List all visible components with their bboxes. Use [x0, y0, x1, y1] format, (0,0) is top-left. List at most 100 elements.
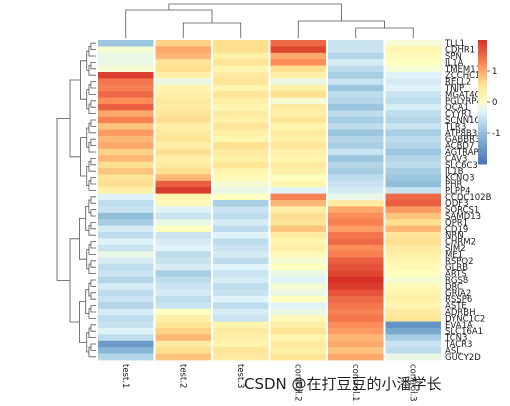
watermark: CSDN @在打豆豆的小潘学长: [244, 375, 442, 393]
heatmap-cell: [328, 59, 384, 66]
heatmap-cell: [98, 238, 154, 246]
legend-swatch: [478, 52, 487, 55]
legend-swatch: [478, 71, 487, 74]
legend-swatch: [478, 42, 487, 45]
legend-swatch: [478, 114, 487, 117]
row-label: GABBR3: [445, 135, 480, 145]
heatmap-cell: [98, 116, 154, 124]
heatmap-cell: [385, 270, 441, 278]
dendrogram-branch: [168, 3, 342, 21]
heatmap-cell: [385, 200, 441, 207]
heatmap-cell: [270, 264, 326, 271]
heatmap-cell: [98, 270, 154, 278]
heatmap-cell: [155, 40, 211, 47]
heatmap-cell: [270, 180, 326, 188]
dendrogram-branch: [90, 62, 96, 70]
heatmap-cell: [155, 91, 211, 98]
column-label: test.3: [235, 364, 245, 388]
heatmap-cell: [98, 315, 154, 322]
heatmap-cell: [385, 187, 441, 194]
heatmap-cell: [385, 251, 441, 258]
heatmap-cell: [213, 52, 269, 60]
heatmap-cell: [155, 289, 211, 297]
legend-swatch: [478, 147, 487, 151]
heatmap-cell: [385, 328, 441, 335]
heatmap-cell: [270, 347, 326, 354]
row-label: CDHR1: [445, 46, 475, 56]
legend-swatch: [478, 68, 487, 72]
heatmap-cell: [328, 264, 384, 271]
heatmap-cell: [328, 155, 384, 162]
legend-tick-label: 1: [492, 67, 497, 77]
heatmap-cell: [328, 251, 384, 258]
heatmap-cell: [98, 251, 154, 258]
heatmap-cell: [328, 334, 384, 342]
heatmap-cell: [270, 276, 326, 284]
heatmap-cell: [98, 148, 154, 156]
heatmap-cell: [155, 296, 211, 303]
heatmap-cell: [98, 232, 154, 239]
heatmap-cell: [270, 238, 326, 246]
row-label: ARTS: [445, 270, 467, 280]
heatmap-cell: [155, 276, 211, 284]
heatmap-cell: [385, 283, 441, 290]
heatmap-cell: [385, 321, 441, 329]
heatmap-cell: [328, 308, 384, 316]
row-labels: TLL1CDHR1SPNIL1ATMEM116ZCCHC13RELL2TNIPM…: [444, 39, 492, 363]
heatmap-cell: [155, 193, 211, 201]
heatmap-cell: [213, 97, 269, 105]
heatmap-cell: [328, 200, 384, 207]
heatmap-cell: [328, 302, 384, 310]
row-label: MGAT4C: [445, 90, 481, 100]
legend-swatch: [478, 143, 487, 146]
heatmap-cell: [98, 59, 154, 66]
row-label: DRC: [445, 282, 463, 292]
heatmap-cell: [328, 97, 384, 105]
column-label: test.1: [120, 364, 130, 388]
heatmap-cell: [155, 200, 211, 207]
row-label: IL1A: [445, 58, 464, 68]
legend-swatch: [478, 83, 487, 86]
heatmap-cell: [213, 136, 269, 143]
row-label: IL1B: [445, 167, 464, 177]
heatmap-cell: [213, 283, 269, 290]
row-label: RSPO2: [445, 257, 474, 267]
dendrogram-branch: [80, 60, 87, 100]
heatmap-cell: [270, 340, 326, 348]
heatmap-cell: [98, 110, 154, 118]
heatmap-cell: [270, 46, 326, 54]
heatmap-cell: [385, 52, 441, 60]
legend-swatch: [478, 151, 487, 155]
heatmap-cell: [213, 225, 269, 233]
heatmap-cell: [213, 200, 269, 207]
heatmap-cell: [270, 289, 326, 297]
heatmap-cell: [98, 264, 154, 271]
legend-swatch: [478, 85, 487, 89]
dendrogram-branch: [90, 158, 96, 166]
heatmap-cell: [213, 116, 269, 124]
legend-swatch: [478, 135, 487, 138]
heatmap-cell: [270, 155, 326, 162]
heatmap-cell: [213, 328, 269, 335]
row-label: TACR3: [444, 340, 472, 350]
heatmap-cell: [328, 276, 384, 284]
heatmap-cell: [213, 353, 269, 361]
heatmap-cell: [270, 212, 326, 220]
dendrogram-branch: [88, 122, 96, 134]
heatmap-cell: [155, 187, 211, 194]
heatmap-cell: [385, 353, 441, 361]
heatmap-cell: [270, 40, 326, 47]
heatmap-cell: [213, 123, 269, 130]
heatmap-cell: [98, 84, 154, 92]
legend-tick-label: 0: [492, 98, 497, 108]
heatmap-cell: [213, 232, 269, 239]
row-label: TLR3: [444, 122, 466, 132]
heatmap-cell: [385, 180, 441, 188]
column-label: control.1: [350, 364, 360, 402]
heatmap-cell: [155, 244, 211, 252]
heatmap-cell: [385, 315, 441, 322]
heatmap-cell: [328, 238, 384, 246]
heatmap-cell: [213, 40, 269, 47]
row-label: CHRM2: [445, 238, 476, 248]
heatmap-cell: [385, 148, 441, 156]
